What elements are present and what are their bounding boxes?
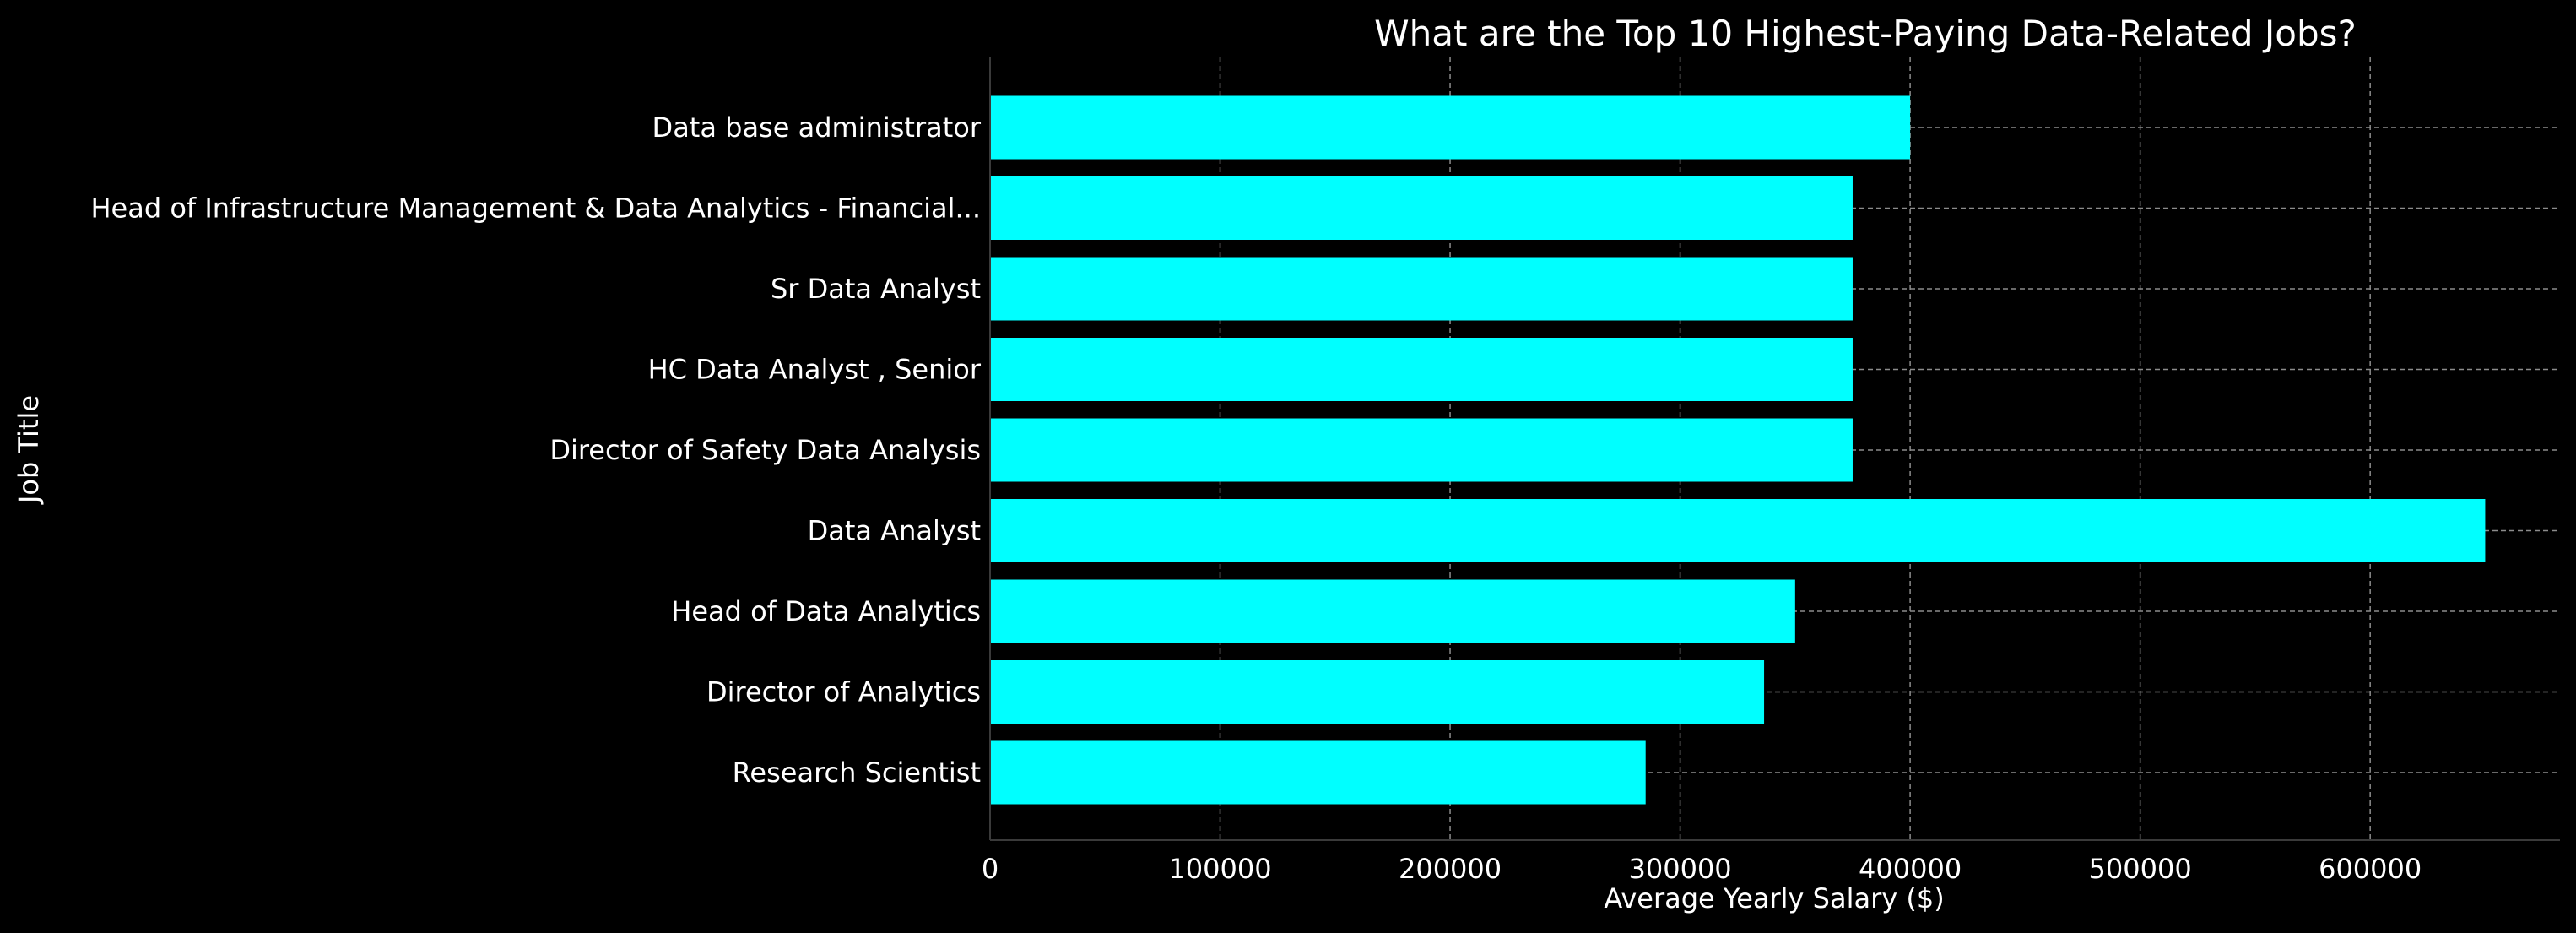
chart-title: What are the Top 10 Highest-Paying Data-…	[1374, 13, 2357, 54]
x-tick-label: 500000	[2089, 853, 2192, 885]
bar	[990, 95, 1911, 160]
x-tick-label: 0	[982, 853, 998, 885]
y-tick-label: Sr Data Analyst	[771, 273, 981, 305]
bar	[990, 338, 1853, 401]
x-axis-label: Average Yearly Salary ($)	[1604, 882, 1944, 914]
y-tick-label: Research Scientist	[733, 757, 981, 789]
bar	[990, 740, 1646, 805]
y-tick-label: Head of Infrastructure Management & Data…	[90, 193, 981, 225]
axes	[989, 57, 2560, 841]
bar	[990, 579, 1795, 643]
x-tick-label: 100000	[1168, 853, 1271, 885]
x-tick-label: 600000	[2319, 853, 2422, 885]
bar	[990, 418, 1853, 482]
y-tick-label: HC Data Analyst , Senior	[648, 354, 982, 386]
y-tick-label: Data Analyst	[808, 515, 981, 547]
y-tick-label: Head of Data Analytics	[671, 595, 981, 627]
bar	[990, 257, 1853, 321]
x-tick-label: 400000	[1859, 853, 1962, 885]
y-tick-label: Data base administrator	[652, 111, 982, 144]
x-tick-label: 300000	[1629, 853, 1732, 885]
bar	[990, 176, 1853, 240]
tick-labels: 0 100000 200000 300000 400000 500000 600000 Dat…	[90, 111, 2422, 885]
y-axis-label: Job Title	[13, 395, 45, 505]
x-tick-label: 200000	[1399, 853, 1502, 885]
bar	[990, 499, 2486, 562]
y-tick-label: Director of Safety Data Analysis	[549, 434, 981, 466]
y-tick-label: Director of Analytics	[706, 676, 981, 708]
bars	[990, 95, 2486, 805]
bar	[990, 660, 1765, 724]
